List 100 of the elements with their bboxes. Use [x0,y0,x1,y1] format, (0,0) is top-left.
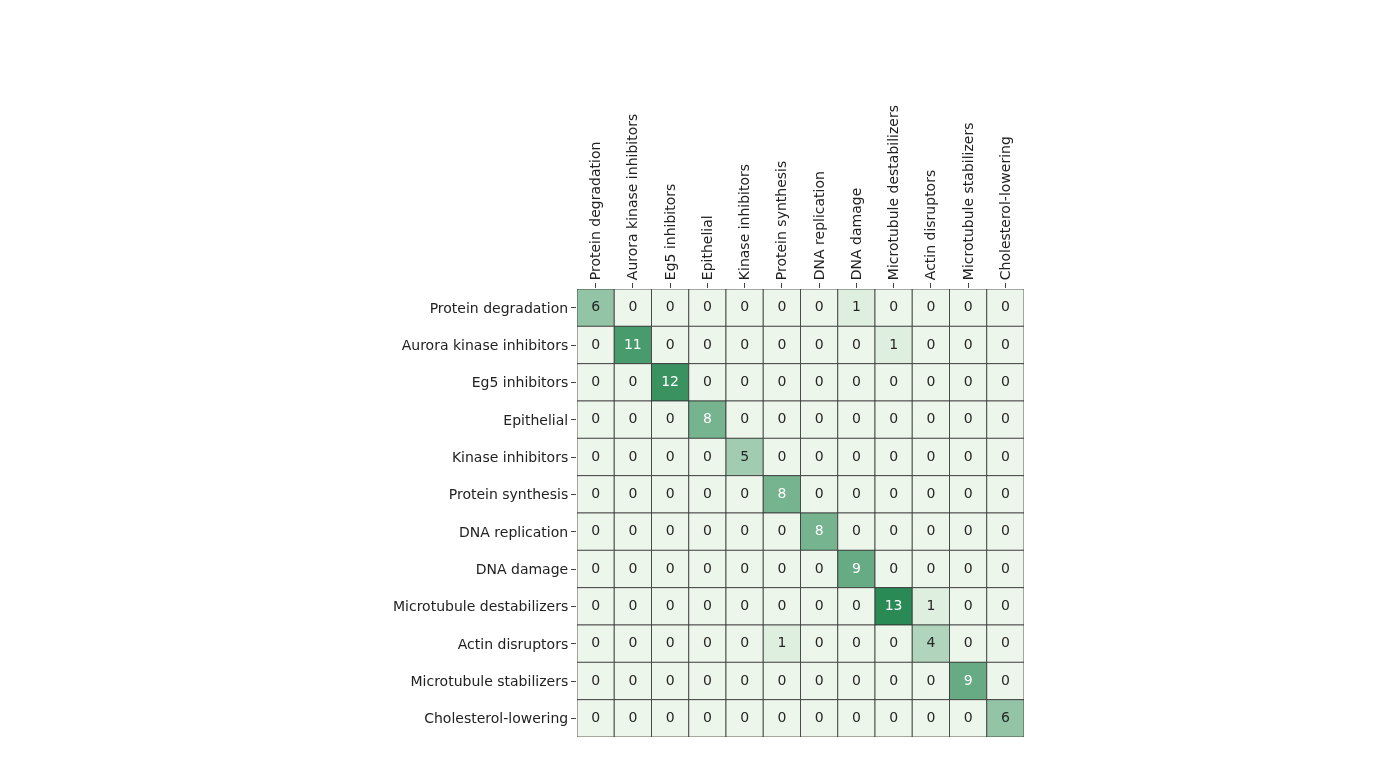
data-label: 0 [889,559,899,576]
data-label: 0 [702,596,712,613]
data-label: 0 [851,410,861,427]
data-label: 8 [814,522,824,539]
data-label: 13 [884,596,903,613]
data-label: 0 [777,447,787,464]
x-tick-label: Kinase inhibitors [736,163,753,281]
data-label: 0 [851,596,861,613]
data-label: 0 [851,522,861,539]
data-label: 0 [963,372,973,389]
data-label: 4 [926,634,936,651]
data-label: 0 [702,671,712,688]
data-label: 0 [963,447,973,464]
data-label: 0 [814,708,824,725]
x-tick-label: Epithelial [698,215,715,281]
data-label: 0 [740,335,750,352]
x-tick-label: Microtubule stabilizers [959,122,976,281]
y-tick-label: DNA damage [475,560,569,577]
data-label: 0 [926,708,936,725]
data-label: 0 [740,372,750,389]
data-label: 0 [963,559,973,576]
data-label: 0 [740,708,750,725]
data-label: 0 [926,410,936,427]
data-label: 0 [1000,410,1010,427]
data-label: 6 [591,298,601,315]
data-label: 0 [777,596,787,613]
data-label: 0 [702,522,712,539]
data-label: 1 [889,335,899,352]
data-label: 0 [740,484,750,501]
data-label: 0 [740,410,750,427]
data-label: 12 [661,372,680,389]
data-label: 0 [591,634,601,651]
data-label: 0 [702,708,712,725]
data-label: 1 [851,298,861,315]
data-label: 0 [665,671,675,688]
data-label: 0 [1000,596,1010,613]
data-label: 0 [702,559,712,576]
data-label: 0 [591,708,601,725]
data-label: 0 [814,671,824,688]
data-label: 0 [814,559,824,576]
data-label: 0 [926,372,936,389]
y-tick-label: Eg5 inhibitors [471,374,569,391]
data-label: 0 [926,298,936,315]
data-label: 0 [1000,484,1010,501]
data-label: 8 [702,410,712,427]
data-label: 0 [1000,372,1010,389]
y-tick-label: Microtubule destabilizers [393,598,569,615]
data-label: 0 [926,447,936,464]
data-label: 0 [963,522,973,539]
data-label: 0 [889,484,899,501]
data-label: 0 [1000,671,1010,688]
data-label: 0 [628,410,638,427]
data-label: 11 [623,335,642,352]
data-label: 0 [1000,559,1010,576]
data-label: 0 [665,410,675,427]
data-label: 0 [777,410,787,427]
data-label: 0 [814,410,824,427]
data-label: 0 [814,634,824,651]
data-label: 0 [665,559,675,576]
data-label: 0 [665,335,675,352]
data-label: 0 [702,447,712,464]
data-label: 1 [777,634,787,651]
data-label: 0 [740,671,750,688]
data-label: 0 [851,335,861,352]
data-label: 1 [926,596,936,613]
data-label: 0 [628,484,638,501]
data-label: 0 [926,335,936,352]
data-label: 0 [851,634,861,651]
data-label: 0 [740,559,750,576]
data-label: 0 [889,671,899,688]
data-label: 0 [963,596,973,613]
data-label: 0 [591,522,601,539]
data-label: 0 [889,522,899,539]
y-tick-label: Aurora kinase inhibitors [401,336,569,353]
data-label: 9 [851,559,861,576]
data-label: 0 [702,372,712,389]
data-label: 0 [777,559,787,576]
y-tick-label: Actin disruptors [457,635,569,652]
data-label: 0 [963,484,973,501]
data-label: 0 [777,522,787,539]
y-tick-label: Kinase inhibitors [451,448,569,465]
data-label: 0 [777,372,787,389]
data-label: 0 [851,372,861,389]
data-label: 0 [777,671,787,688]
data-label: 0 [665,634,675,651]
data-label: 0 [777,708,787,725]
data-label: 0 [665,522,675,539]
data-label: 0 [628,559,638,576]
data-label: 0 [665,708,675,725]
data-label: 0 [1000,335,1010,352]
x-tick-label: Eg5 inhibitors [661,183,678,281]
data-label: 0 [628,708,638,725]
data-label: 0 [851,484,861,501]
data-label: 0 [814,335,824,352]
data-label: 0 [591,671,601,688]
data-label: 0 [963,410,973,427]
data-label: 0 [665,447,675,464]
data-label: 0 [926,671,936,688]
y-tick-label: Cholesterol-lowering [424,710,569,727]
data-label: 0 [889,410,899,427]
